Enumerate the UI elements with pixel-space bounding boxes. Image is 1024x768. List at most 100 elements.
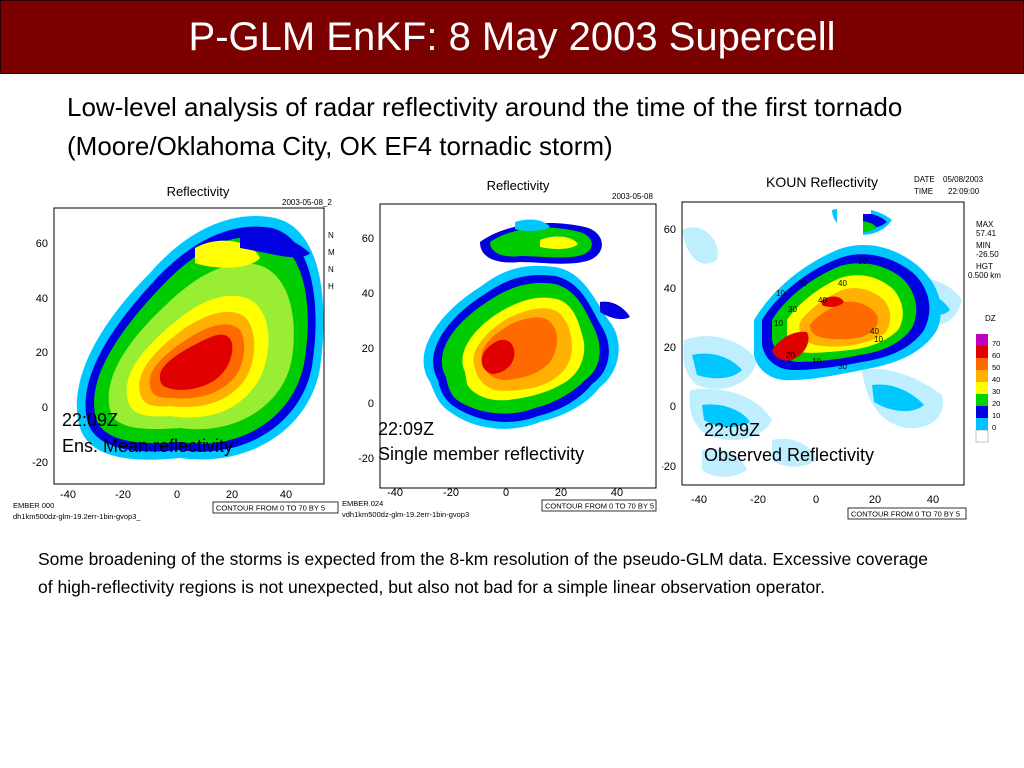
svg-text:30: 30	[992, 387, 1000, 396]
slide-caption: Some broadening of the storms is expecte…	[38, 549, 929, 597]
svg-text:40: 40	[838, 279, 847, 288]
svg-text:0: 0	[174, 489, 180, 501]
svg-text:20: 20	[664, 342, 676, 354]
svg-text:10: 10	[776, 289, 785, 298]
svg-text:HGT: HGT	[976, 262, 993, 271]
svg-text:-40: -40	[387, 487, 403, 499]
plot-title: KOUN Reflectivity	[766, 174, 878, 190]
svg-text:10: 10	[874, 335, 883, 344]
reflectivity-field	[423, 219, 630, 429]
svg-text:10: 10	[992, 411, 1000, 420]
svg-text:30: 30	[788, 305, 797, 314]
y-axis-ticks: 60 40 20 0 -20	[662, 224, 676, 473]
svg-text:0: 0	[368, 398, 374, 410]
member-label: EMBER 024	[342, 499, 383, 508]
side-letters: N M N H	[328, 231, 335, 291]
date-title: DATE	[914, 175, 935, 184]
colorbar-labels: 70 60 50 40 30 20 10 0	[992, 339, 1000, 432]
svg-text:60: 60	[36, 238, 48, 250]
svg-text:20: 20	[798, 279, 807, 288]
svg-text:MIN: MIN	[976, 241, 991, 250]
plot-frame	[681, 201, 965, 486]
svg-text:60: 60	[992, 351, 1000, 360]
svg-text:10: 10	[774, 319, 783, 328]
stats-block: MAX 57.41 MIN -26.50 HGT 0.500 km	[968, 220, 1001, 280]
plot-title: Reflectivity	[167, 184, 230, 199]
x-axis-ticks: -40 -20 0 20 40	[60, 489, 292, 501]
plot-frame	[379, 203, 657, 489]
time-title: TIME	[914, 187, 933, 196]
panel3-desc-label: Observed Reflectivity	[704, 445, 875, 465]
svg-text:60: 60	[362, 233, 374, 245]
contour-labels: 30 40 10 20 40 30 10 10 30 40 20 10	[774, 257, 883, 371]
plot-frame	[53, 207, 325, 485]
svg-text:40: 40	[992, 375, 1000, 384]
panel-ensemble-mean: Reflectivity 2003-05-08_2 N M N H 60 40 …	[10, 178, 340, 524]
svg-text:40: 40	[36, 293, 48, 305]
colorbar	[975, 334, 989, 443]
title-bar: P-GLM EnKF: 8 May 2003 Supercell	[0, 0, 1024, 74]
svg-text:0: 0	[992, 423, 996, 432]
svg-text:20: 20	[992, 399, 1000, 408]
svg-text:-20: -20	[32, 457, 48, 469]
x-axis-ticks: -40 -20 0 20 40	[387, 487, 623, 499]
file-label: dh1km500dz-glm-19.2err-1bin-gvop3_	[13, 512, 141, 521]
svg-text:20: 20	[786, 351, 795, 360]
svg-text:H: H	[328, 282, 334, 291]
svg-text:40: 40	[870, 327, 879, 336]
member-label: EMBER 000	[13, 501, 54, 510]
svg-text:20: 20	[362, 343, 374, 355]
svg-text:50: 50	[992, 363, 1000, 372]
file-label: vdh1km500dz-glm-19.2err-1bin-gvop3	[342, 510, 469, 519]
svg-text:-20: -20	[115, 489, 131, 501]
observed-plot: KOUN Reflectivity DATE 05/08/2003 TIME 2…	[662, 174, 1001, 520]
panel1-desc-label: Ens. Mean reflectivity	[62, 436, 234, 456]
contour-note: CONTOUR FROM 0 TO 70 BY 5	[851, 510, 960, 519]
reflectivity-field	[76, 216, 324, 460]
svg-text:-20: -20	[662, 461, 676, 473]
contour-note-box	[541, 499, 657, 512]
svg-text:-20: -20	[358, 453, 374, 465]
svg-text:70: 70	[992, 339, 1000, 348]
noise-light	[682, 227, 962, 477]
svg-text:-40: -40	[60, 489, 76, 501]
panel2-desc-label: Single member reflectivity	[378, 444, 585, 464]
svg-text:20: 20	[226, 489, 238, 501]
y-axis-ticks: 60 40 20 0 -20	[32, 238, 48, 469]
x-axis-ticks: -40 -20 0 20 40	[691, 494, 939, 506]
white-block	[837, 202, 871, 236]
svg-text:40: 40	[611, 487, 623, 499]
corner-date: 2003-05-08_2	[282, 198, 332, 207]
svg-text:0: 0	[813, 494, 819, 506]
svg-text:40: 40	[280, 489, 292, 501]
panel-single-member: Reflectivity 2003-05-08 60 40 20 0 -20 -…	[340, 172, 658, 522]
panel2-time-label: 22:09Z	[378, 419, 435, 439]
panel3-time-label: 22:09Z	[704, 420, 761, 440]
corner-date: 2003-05-08	[612, 192, 653, 201]
panel-observed: KOUN Reflectivity DATE 05/08/2003 TIME 2…	[662, 170, 1018, 522]
svg-text:N: N	[328, 231, 334, 240]
svg-text:57.41: 57.41	[976, 229, 997, 238]
svg-text:20: 20	[555, 487, 567, 499]
contour-note: CONTOUR FROM 0 TO 70 BY 5	[545, 502, 654, 511]
svg-text:40: 40	[927, 494, 939, 506]
date-value: 05/08/2003	[943, 175, 984, 184]
contour-note: CONTOUR FROM 0 TO 70 BY 5	[216, 504, 325, 513]
svg-text:0.500 km: 0.500 km	[968, 271, 1001, 280]
svg-text:20: 20	[869, 494, 881, 506]
svg-text:40: 40	[818, 296, 827, 305]
svg-text:-20: -20	[443, 487, 459, 499]
svg-text:-40: -40	[691, 494, 707, 506]
time-value: 22:09:00	[948, 187, 980, 196]
contour-note-box	[212, 501, 339, 514]
ensemble-mean-plot: Reflectivity 2003-05-08_2 N M N H 60 40 …	[13, 184, 339, 521]
svg-text:20: 20	[36, 347, 48, 359]
single-member-plot: Reflectivity 2003-05-08 60 40 20 0 -20 -…	[342, 178, 657, 519]
colorbar-title: DZ	[985, 314, 996, 323]
contour-note-box	[847, 507, 967, 520]
svg-text:N: N	[328, 265, 334, 274]
slide-title: P-GLM EnKF: 8 May 2003 Supercell	[188, 14, 836, 59]
svg-text:-26.50: -26.50	[976, 250, 999, 259]
svg-text:MAX: MAX	[976, 220, 994, 229]
svg-text:M: M	[328, 248, 335, 257]
